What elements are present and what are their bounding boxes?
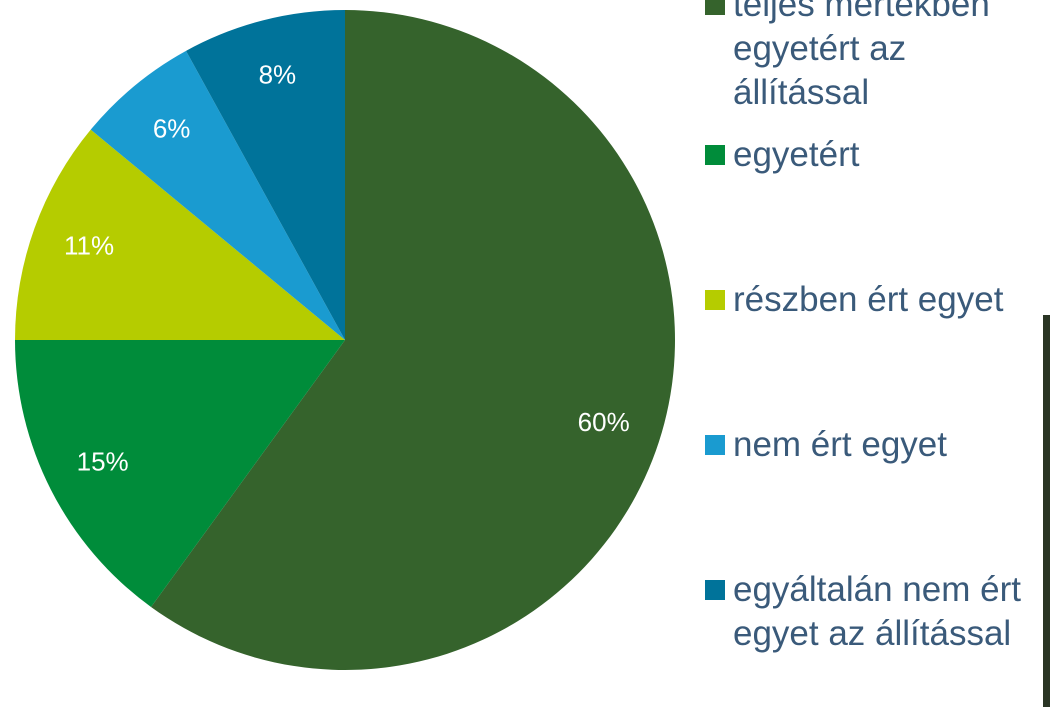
data-label: 15% — [77, 446, 129, 476]
legend-item: egyetért — [705, 133, 1035, 177]
pie-slice — [186, 10, 345, 340]
legend-label: részben ért egyet — [733, 280, 1004, 319]
data-label: 8% — [259, 59, 297, 89]
data-label: 6% — [153, 113, 191, 143]
data-label: 11% — [64, 231, 114, 261]
pie-slice — [90, 50, 346, 341]
pie-slice — [151, 10, 676, 670]
legend-item: nem ért egyet — [705, 423, 1035, 467]
legend-item: teljes mértékben egyetért az állítással — [705, 0, 1035, 115]
legend-label: egyáltalán nem ért egyet az állítással — [733, 570, 1021, 653]
legend-item: részben ért egyet — [705, 278, 1035, 322]
legend-label: egyetért — [733, 135, 860, 174]
legend-swatch — [705, 0, 725, 15]
legend-swatch — [705, 580, 725, 600]
legend-item: egyáltalán nem ért egyet az állítással — [705, 568, 1035, 656]
pie-slice — [15, 340, 345, 607]
legend-swatch — [705, 145, 725, 165]
photo-edge — [1043, 315, 1050, 707]
legend-label: teljes mértékben egyetért az állítással — [733, 0, 990, 112]
legend-swatch — [705, 290, 725, 310]
pie-slice — [15, 129, 345, 340]
legend-label: nem ért egyet — [733, 425, 947, 464]
legend-swatch — [705, 435, 725, 455]
data-label: 60% — [578, 407, 630, 437]
